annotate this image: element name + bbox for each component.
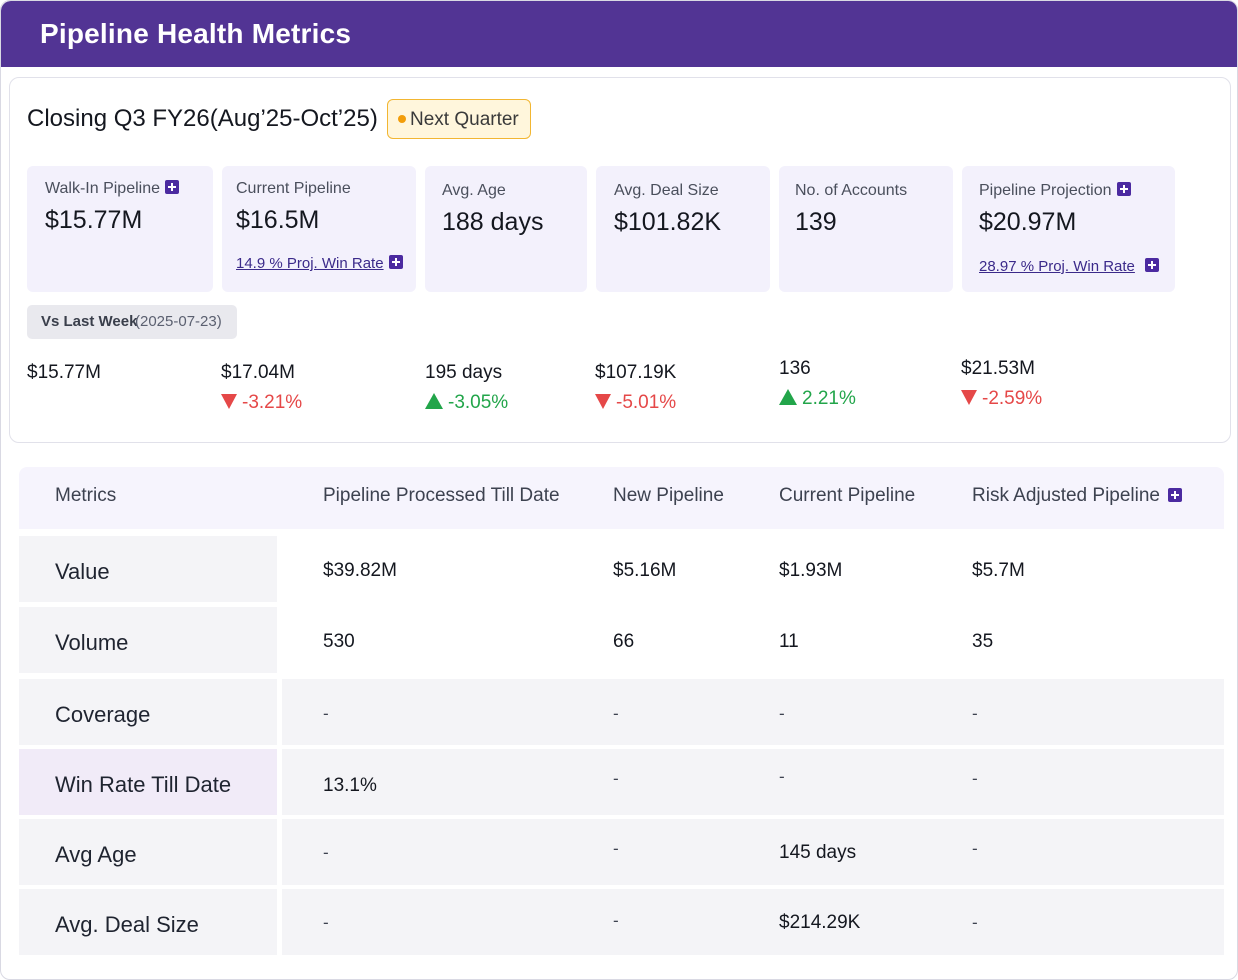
cmp-value-deal-size: $107.19K [595, 362, 677, 383]
card-title: Walk-In Pipeline [45, 180, 161, 197]
row-background [282, 819, 1224, 885]
card-title: Avg. Age [442, 182, 506, 199]
card-avg-deal-size: Avg. Deal Size $101.82K [596, 166, 770, 292]
row-label-value: Value [19, 536, 277, 602]
table-cell: 66 [613, 631, 635, 652]
card-value: 188 days [442, 208, 544, 236]
table-cell: $1.93M [779, 560, 843, 581]
table-cell: - [972, 913, 978, 932]
plus-square-icon[interactable] [1116, 182, 1131, 196]
cmp-change-avg-age: -3.05% [425, 392, 508, 414]
col-new: New Pipeline [613, 485, 724, 506]
card-current-pipeline: Current Pipeline $16.5M 14.9 % Proj. Win… [222, 166, 416, 292]
cmp-change-accounts: 2.21% [779, 388, 856, 410]
table-cell: $5.7M [972, 560, 1025, 581]
table-cell: - [613, 769, 619, 788]
cmp-change-projection: -2.59% [961, 388, 1042, 410]
card-avg-age: Avg. Age 188 days [425, 166, 587, 292]
col-current: Current Pipeline [779, 485, 916, 506]
table-cell: - [323, 843, 329, 862]
table-cell: - [323, 704, 329, 723]
cmp-value-projection: $21.53M [961, 358, 1035, 379]
col-metrics: Metrics [55, 485, 117, 506]
vs-date: (2025-07-23) [135, 313, 222, 330]
table-header [19, 467, 1224, 529]
proj-win-rate-link[interactable]: 28.97 % Proj. Win Rate [979, 258, 1135, 275]
row-background [282, 889, 1224, 955]
cmp-change-deal-size: -5.01% [595, 392, 676, 414]
next-quarter-badge[interactable]: Next Quarter [387, 99, 531, 139]
triangle-up-icon [779, 389, 797, 405]
table-cell: 530 [323, 631, 355, 652]
triangle-down-icon [961, 390, 977, 405]
table-cell: - [613, 839, 619, 858]
card-value: $20.97M [979, 208, 1077, 236]
cmp-value-current: $17.04M [221, 362, 295, 383]
cmp-change-current: -3.21% [221, 392, 302, 414]
triangle-down-icon [595, 394, 611, 409]
table-cell: - [972, 839, 978, 858]
row-label-coverage: Coverage [19, 679, 277, 745]
card-value: 139 [795, 208, 837, 236]
table-cell: 145 days [779, 842, 857, 863]
table-cell: 13.1% [323, 775, 377, 796]
vs-last-week-button[interactable]: Vs Last Week (2025-07-23) [27, 305, 237, 339]
table-cell: 35 [972, 631, 994, 652]
card-value: $101.82K [614, 208, 722, 236]
card-no-of-accounts: No. of Accounts 139 [779, 166, 953, 292]
widget-title: Pipeline Health Metrics [40, 18, 352, 49]
table-cell: - [779, 767, 785, 786]
card-value: $16.5M [236, 206, 320, 234]
plus-square-icon[interactable] [165, 180, 180, 194]
table-cell: 11 [779, 631, 799, 652]
row-label-avg-deal-size: Avg. Deal Size [19, 889, 277, 955]
card-walk-in-pipeline: Walk-In Pipeline $15.77M [27, 166, 213, 292]
table-cell: $214.29K [779, 912, 861, 933]
table-cell: $39.82M [323, 560, 397, 581]
card-pipeline-projection: Pipeline Projection $20.97M 28.97 % Proj… [962, 166, 1175, 292]
dot-icon [398, 115, 406, 123]
card-title: No. of Accounts [795, 182, 908, 199]
vs-label: Vs Last Week [41, 313, 138, 330]
cmp-value-avg-age: 195 days [425, 362, 503, 383]
col-processed: Pipeline Processed Till Date [323, 485, 560, 506]
triangle-down-icon [221, 394, 237, 409]
table-cell: - [779, 704, 785, 723]
plus-square-icon[interactable] [388, 255, 403, 269]
row-background [282, 749, 1224, 815]
cmp-value-walk-in: $15.77M [27, 362, 101, 383]
row-label-volume: Volume [19, 607, 277, 673]
table-cell: - [323, 913, 329, 932]
table-cell: - [613, 911, 619, 930]
plus-square-icon[interactable] [1144, 258, 1159, 272]
triangle-up-icon [425, 393, 443, 409]
widget-header: Pipeline Health Metrics [1, 1, 1237, 67]
card-value: $15.77M [45, 206, 143, 234]
col-risk-adjusted: Risk Adjusted Pipeline [972, 485, 1182, 507]
row-label-win-rate: Win Rate Till Date [19, 749, 277, 815]
table-cell: $5.16M [613, 560, 677, 581]
row-label-avg-age: Avg Age [19, 819, 277, 885]
card-title: Current Pipeline [236, 180, 351, 197]
period-title: Closing Q3 FY26(Aug’25-Oct’25) [27, 105, 378, 132]
table-cell: - [972, 769, 978, 788]
badge-label: Next Quarter [410, 109, 519, 130]
table-cell: - [972, 704, 978, 723]
row-background [282, 679, 1224, 745]
proj-win-rate-link[interactable]: 14.9 % Proj. Win Rate [236, 255, 384, 272]
table-cell: - [613, 704, 619, 723]
card-title: Pipeline Projection [979, 182, 1112, 199]
card-title: Avg. Deal Size [614, 182, 719, 199]
cmp-value-accounts: 136 [779, 358, 811, 379]
plus-square-icon[interactable] [1168, 488, 1182, 502]
